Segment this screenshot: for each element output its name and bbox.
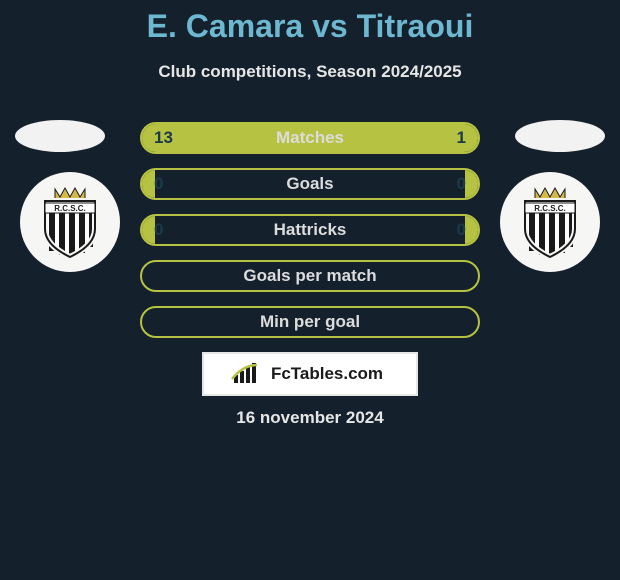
stat-rows: 13 Matches 1 0 Goals 0 0 Hattricks 0 Goa… xyxy=(140,122,480,352)
stat-row-min-per-goal: Min per goal xyxy=(140,306,480,338)
stat-right-value: 1 xyxy=(457,128,466,148)
stat-left-value: 0 xyxy=(154,220,163,240)
stat-row-hattricks: 0 Hattricks 0 xyxy=(140,214,480,246)
stat-label: Min per goal xyxy=(260,312,360,332)
subtitle: Club competitions, Season 2024/2025 xyxy=(0,62,620,82)
brand-inner: FcTables.com xyxy=(204,354,416,394)
brand-box[interactable]: FcTables.com xyxy=(202,352,418,396)
stat-row-matches: 13 Matches 1 xyxy=(140,122,480,154)
stat-right-value: 0 xyxy=(457,220,466,240)
stat-fill-right xyxy=(465,216,478,244)
shield-icon: R.C.S.C. xyxy=(35,183,105,261)
player-right-avatar xyxy=(515,120,605,152)
date-label: 16 november 2024 xyxy=(0,408,620,428)
stat-label: Goals per match xyxy=(243,266,376,286)
crest-right-text: R.C.S.C. xyxy=(534,204,566,213)
club-right-crest: R.C.S.C. xyxy=(500,172,600,272)
brand-label: FcTables.com xyxy=(265,360,389,388)
shield-icon: R.C.S.C. xyxy=(515,183,585,261)
stat-label: Matches xyxy=(276,128,344,148)
stat-label: Goals xyxy=(286,174,333,194)
page-title: E. Camara vs Titraoui xyxy=(0,8,620,45)
stat-row-goals: 0 Goals 0 xyxy=(140,168,480,200)
stat-row-goals-per-match: Goals per match xyxy=(140,260,480,292)
club-left-crest: R.C.S.C. xyxy=(20,172,120,272)
stat-right-value: 0 xyxy=(457,174,466,194)
stat-left-value: 13 xyxy=(154,128,173,148)
stat-fill-right xyxy=(411,124,478,152)
stat-label: Hattricks xyxy=(274,220,347,240)
bar-chart-icon xyxy=(231,363,259,385)
stat-left-value: 0 xyxy=(154,174,163,194)
crest-left-text: R.C.S.C. xyxy=(54,204,86,213)
player-left-avatar xyxy=(15,120,105,152)
stat-fill-right xyxy=(465,170,478,198)
